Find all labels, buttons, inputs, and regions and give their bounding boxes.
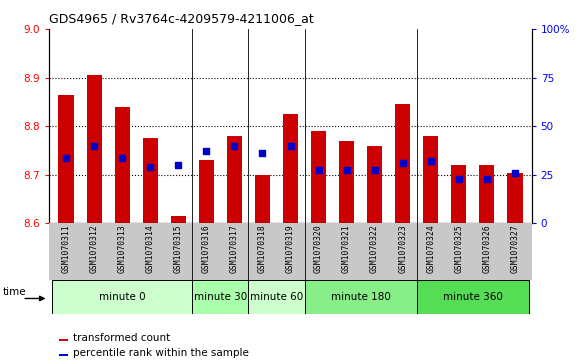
Bar: [367, 146, 382, 223]
Point: [426, 158, 435, 164]
Bar: [199, 160, 214, 223]
Text: GSM1070311: GSM1070311: [62, 224, 71, 273]
Bar: [283, 114, 298, 223]
Bar: [417, 280, 529, 314]
Text: GSM1070319: GSM1070319: [286, 224, 295, 273]
Text: GSM1070323: GSM1070323: [398, 224, 407, 273]
Text: transformed count: transformed count: [73, 334, 170, 343]
Bar: [59, 95, 74, 223]
Point: [229, 143, 239, 148]
Text: percentile rank within the sample: percentile rank within the sample: [73, 348, 249, 358]
Text: minute 0: minute 0: [99, 292, 146, 302]
Text: minute 60: minute 60: [250, 292, 303, 302]
Text: GSM1070316: GSM1070316: [202, 224, 211, 273]
Bar: [114, 107, 130, 223]
Text: GSM1070312: GSM1070312: [89, 224, 99, 273]
Text: GDS4965 / Rv3764c-4209579-4211006_at: GDS4965 / Rv3764c-4209579-4211006_at: [49, 12, 314, 25]
Text: GSM1070320: GSM1070320: [314, 224, 323, 273]
Text: minute 360: minute 360: [443, 292, 503, 302]
Text: GSM1070326: GSM1070326: [482, 224, 492, 273]
Text: GSM1070327: GSM1070327: [510, 224, 519, 273]
Text: GSM1070315: GSM1070315: [174, 224, 183, 273]
Text: GSM1070321: GSM1070321: [342, 224, 351, 273]
Bar: [52, 280, 192, 314]
Bar: [311, 131, 327, 223]
Bar: [339, 141, 354, 223]
Text: GSM1070313: GSM1070313: [118, 224, 127, 273]
Point: [314, 167, 323, 173]
Point: [62, 155, 71, 160]
Bar: [249, 280, 304, 314]
Bar: [192, 280, 249, 314]
Text: GSM1070324: GSM1070324: [426, 224, 435, 273]
Bar: [59, 354, 68, 356]
Point: [398, 160, 407, 166]
Point: [454, 176, 464, 182]
Text: GSM1070322: GSM1070322: [370, 224, 379, 273]
Point: [482, 176, 492, 182]
Text: GSM1070325: GSM1070325: [454, 224, 463, 273]
Point: [510, 170, 519, 176]
Point: [258, 150, 267, 156]
Bar: [479, 165, 494, 223]
Bar: [142, 138, 158, 223]
Bar: [451, 165, 467, 223]
Point: [89, 143, 99, 148]
Text: time: time: [2, 286, 26, 297]
Bar: [507, 173, 522, 223]
Bar: [423, 136, 439, 223]
Point: [146, 164, 155, 170]
Bar: [59, 339, 68, 341]
Bar: [395, 104, 410, 223]
Text: GSM1070318: GSM1070318: [258, 224, 267, 273]
Bar: [304, 280, 417, 314]
Bar: [227, 136, 242, 223]
Point: [174, 162, 183, 168]
Text: GSM1070317: GSM1070317: [230, 224, 239, 273]
Bar: [171, 216, 186, 223]
Point: [202, 148, 211, 154]
Point: [286, 143, 295, 148]
Point: [117, 155, 127, 160]
Text: minute 30: minute 30: [194, 292, 247, 302]
Point: [342, 167, 352, 173]
Text: minute 180: minute 180: [331, 292, 390, 302]
Text: GSM1070314: GSM1070314: [146, 224, 155, 273]
Bar: [254, 175, 270, 223]
Point: [370, 167, 379, 173]
Bar: [87, 75, 102, 223]
